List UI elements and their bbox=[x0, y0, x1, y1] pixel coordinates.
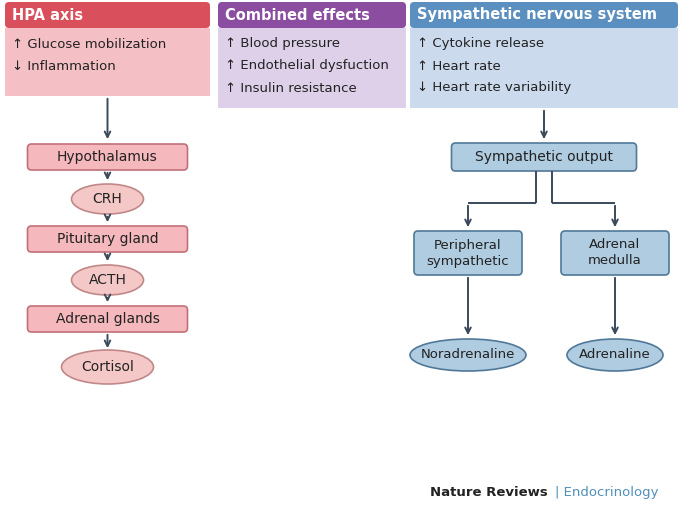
Ellipse shape bbox=[71, 184, 143, 214]
Text: Pituitary gland: Pituitary gland bbox=[57, 232, 158, 246]
Ellipse shape bbox=[410, 339, 526, 371]
Text: Adrenal
medulla: Adrenal medulla bbox=[588, 238, 642, 267]
FancyBboxPatch shape bbox=[218, 2, 406, 28]
FancyBboxPatch shape bbox=[410, 28, 678, 108]
FancyBboxPatch shape bbox=[5, 28, 210, 96]
Text: ↑ Glucose mobilization: ↑ Glucose mobilization bbox=[12, 38, 166, 50]
FancyBboxPatch shape bbox=[27, 226, 188, 252]
FancyBboxPatch shape bbox=[27, 306, 188, 332]
Text: ↑ Blood pressure: ↑ Blood pressure bbox=[225, 38, 340, 50]
Text: ↑ Insulin resistance: ↑ Insulin resistance bbox=[225, 81, 357, 94]
Text: | Endocrinology: | Endocrinology bbox=[555, 486, 658, 499]
FancyBboxPatch shape bbox=[410, 2, 678, 28]
Text: ↑ Cytokine release: ↑ Cytokine release bbox=[417, 38, 544, 50]
Ellipse shape bbox=[62, 350, 153, 384]
Text: Nature Reviews: Nature Reviews bbox=[430, 486, 548, 499]
FancyBboxPatch shape bbox=[218, 28, 406, 108]
Text: ↑ Heart rate: ↑ Heart rate bbox=[417, 60, 501, 73]
Text: Combined effects: Combined effects bbox=[225, 8, 370, 23]
FancyBboxPatch shape bbox=[414, 231, 522, 275]
Ellipse shape bbox=[71, 265, 143, 295]
Text: Adrenal glands: Adrenal glands bbox=[55, 312, 160, 326]
Text: HPA axis: HPA axis bbox=[12, 8, 83, 23]
FancyBboxPatch shape bbox=[27, 144, 188, 170]
Text: Noradrenaline: Noradrenaline bbox=[421, 349, 515, 362]
Text: Adrenaline: Adrenaline bbox=[579, 349, 651, 362]
FancyBboxPatch shape bbox=[561, 231, 669, 275]
Text: ↓ Inflammation: ↓ Inflammation bbox=[12, 60, 116, 73]
FancyBboxPatch shape bbox=[451, 143, 636, 171]
FancyBboxPatch shape bbox=[5, 2, 210, 28]
Text: Peripheral
sympathetic: Peripheral sympathetic bbox=[427, 238, 510, 267]
Text: CRH: CRH bbox=[92, 192, 123, 206]
Text: Cortisol: Cortisol bbox=[81, 360, 134, 374]
Text: Hypothalamus: Hypothalamus bbox=[57, 150, 158, 164]
Text: ↑ Endothelial dysfuction: ↑ Endothelial dysfuction bbox=[225, 60, 389, 73]
Text: Sympathetic nervous system: Sympathetic nervous system bbox=[417, 8, 657, 23]
Ellipse shape bbox=[567, 339, 663, 371]
Text: ACTH: ACTH bbox=[88, 273, 127, 287]
Text: ↓ Heart rate variability: ↓ Heart rate variability bbox=[417, 81, 571, 94]
Text: Sympathetic output: Sympathetic output bbox=[475, 150, 613, 164]
